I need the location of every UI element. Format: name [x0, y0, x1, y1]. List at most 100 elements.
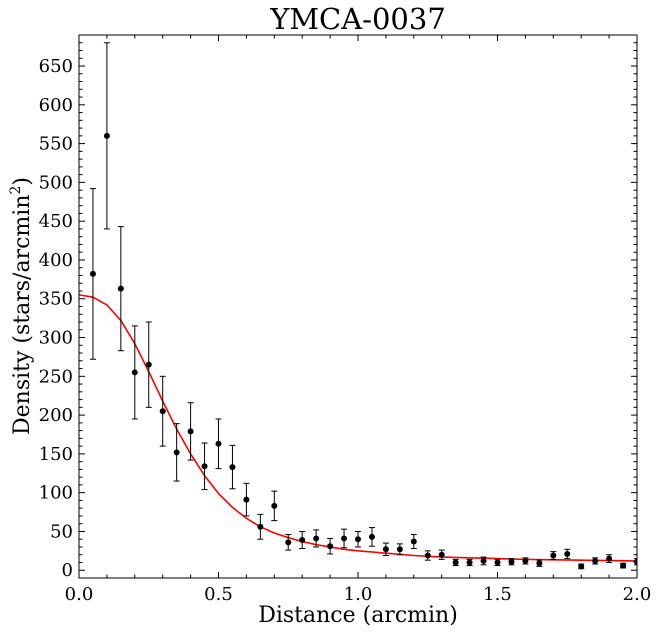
data-point — [159, 408, 166, 415]
x-axis-label: Distance (arcmin) — [258, 603, 458, 628]
data-point — [578, 563, 585, 570]
data-point-group — [578, 563, 585, 570]
data-point-group — [634, 558, 637, 566]
y-tick-label: 100 — [39, 483, 73, 504]
x-tick-label: 2.0 — [623, 584, 652, 605]
data-point — [424, 552, 431, 559]
data-point — [243, 496, 250, 503]
data-point — [89, 270, 96, 277]
data-point-group — [159, 375, 166, 447]
data-point — [396, 546, 403, 553]
y-axis-label-main: Density (stars/arcmin — [10, 195, 35, 436]
data-point — [564, 550, 571, 557]
data-point — [480, 557, 487, 564]
data-point-group — [424, 550, 431, 561]
y-tick-label: 650 — [39, 56, 73, 77]
data-point — [299, 536, 306, 543]
data-point — [606, 555, 613, 562]
data-point — [536, 560, 543, 567]
data-point — [271, 502, 278, 509]
y-tick-label: 300 — [39, 328, 73, 349]
data-point-group — [229, 444, 236, 490]
data-point — [257, 523, 264, 530]
y-tick-label: 150 — [39, 444, 73, 465]
data-point — [215, 440, 222, 447]
y-tick-label: 50 — [50, 521, 73, 542]
data-point — [145, 361, 152, 368]
data-point — [382, 546, 389, 553]
data-point-group — [285, 534, 292, 551]
data-point — [592, 557, 599, 564]
chart-title: YMCA-0037 — [269, 2, 446, 36]
data-point-group — [355, 530, 361, 548]
y-axis-label: Density (stars/arcmin2) — [8, 177, 35, 435]
data-point-group — [187, 402, 194, 461]
y-tick-label: 400 — [39, 250, 73, 271]
data-point-group — [480, 556, 487, 566]
data-point — [327, 543, 334, 550]
data-point-group — [452, 558, 459, 567]
data-point-group — [620, 562, 627, 569]
data-point — [452, 559, 459, 566]
data-point — [131, 369, 138, 376]
data-point — [285, 539, 292, 546]
data-point-group — [145, 321, 152, 408]
data-point-group — [257, 513, 264, 540]
data-point-group — [564, 548, 571, 560]
data-point — [620, 562, 627, 569]
data-point-group — [103, 42, 110, 230]
data-point-group — [410, 534, 417, 550]
data-point — [313, 535, 320, 542]
data-point — [341, 535, 348, 542]
data-point-group — [508, 558, 515, 566]
data-point-group — [341, 528, 348, 549]
data-point-group — [368, 527, 375, 547]
data-point-group — [494, 558, 501, 567]
x-tick-label: 0.5 — [204, 584, 233, 605]
x-tick-label: 0.0 — [65, 584, 94, 605]
data-point-group — [396, 543, 403, 556]
data-point-group — [382, 542, 389, 557]
x-tick-label: 1.0 — [344, 584, 373, 605]
y-tick-label: 550 — [39, 134, 73, 155]
data-point — [438, 551, 445, 558]
data-point-group — [550, 551, 557, 560]
data-point — [201, 463, 208, 470]
y-tick-label: 600 — [39, 95, 73, 116]
data-point — [494, 559, 501, 566]
data-point-group — [117, 226, 124, 352]
data-point-group — [243, 482, 250, 517]
data-point-group — [131, 325, 138, 420]
data-point-group — [201, 442, 208, 491]
y-axis-label-superscript: 2 — [8, 186, 24, 195]
y-tick-label: 250 — [39, 366, 73, 387]
data-point-group — [536, 559, 543, 567]
data-point — [410, 538, 417, 545]
data-point-group — [271, 490, 278, 522]
data-point-group — [438, 549, 445, 560]
y-tick-label: 500 — [39, 172, 73, 193]
data-point — [550, 552, 557, 559]
data-point — [173, 449, 180, 456]
data-point-group — [327, 537, 334, 555]
data-point-group — [522, 557, 529, 565]
data-point — [355, 536, 361, 543]
data-point-group — [173, 423, 180, 482]
y-tick-label: 0 — [62, 560, 73, 581]
data-point — [117, 285, 124, 292]
data-point-group — [606, 554, 613, 563]
x-tick-label: 1.5 — [483, 584, 512, 605]
data-point-group — [466, 558, 473, 567]
y-tick-label: 350 — [39, 289, 73, 310]
data-point-group — [313, 529, 320, 548]
data-point-group — [299, 530, 306, 550]
y-tick-label: 450 — [39, 211, 73, 232]
data-point-group — [215, 418, 222, 470]
data-point — [634, 558, 637, 565]
data-point — [368, 533, 375, 540]
data-point-group — [89, 188, 96, 360]
data-point — [508, 558, 515, 565]
data-point-group — [592, 557, 599, 565]
